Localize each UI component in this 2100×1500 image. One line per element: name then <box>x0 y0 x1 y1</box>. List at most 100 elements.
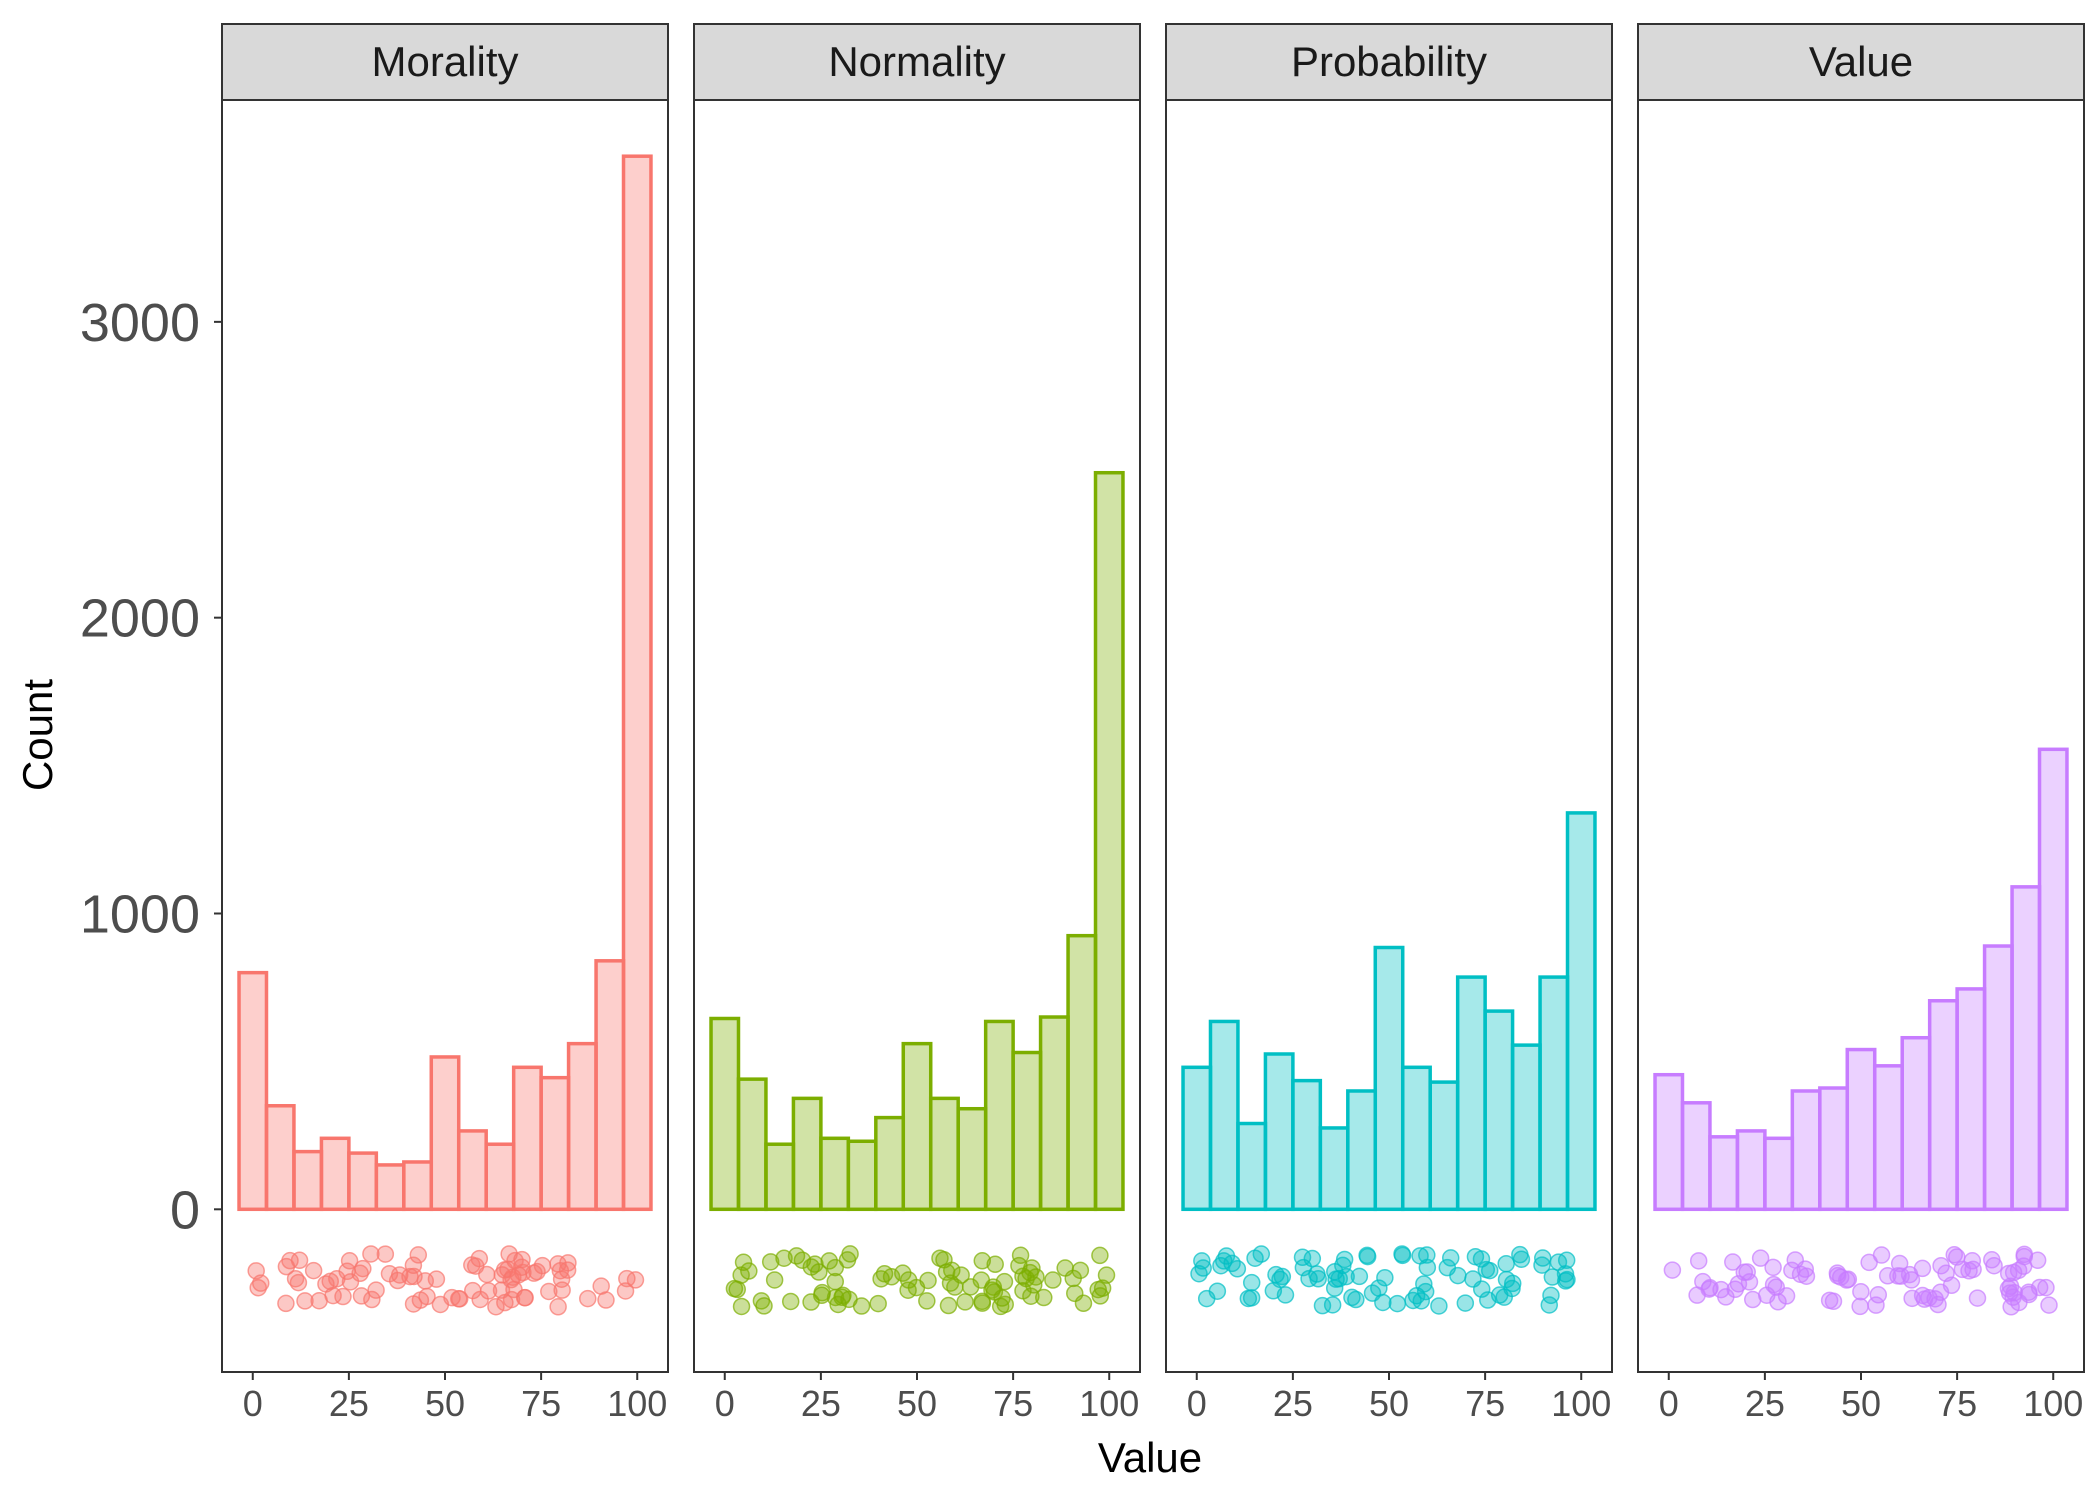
jitter-point <box>919 1271 937 1290</box>
histogram-bar <box>1708 1135 1740 1212</box>
histogram-bar <box>846 1139 878 1212</box>
jitter-point <box>1044 1271 1062 1289</box>
jitter-point <box>810 1263 828 1281</box>
jitter-point <box>1412 1292 1431 1310</box>
facet-strip <box>221 23 669 101</box>
jitter-point <box>1267 1265 1285 1284</box>
jitter-point <box>506 1251 524 1270</box>
jitter-point <box>869 1294 887 1313</box>
jitter-point <box>1701 1279 1719 1297</box>
jitter-point <box>1416 1282 1435 1301</box>
x-tick-label: 50 <box>897 1383 937 1424</box>
jitter-point <box>1363 1284 1382 1302</box>
jitter-point <box>340 1252 359 1270</box>
jitter-point <box>478 1265 496 1284</box>
jitter-point <box>579 1289 597 1308</box>
jitter-point <box>973 1294 992 1312</box>
jitter-point <box>1193 1252 1211 1270</box>
jitter-point <box>1093 1279 1112 1297</box>
jitter-point <box>1242 1273 1261 1292</box>
histogram-bar <box>1455 975 1487 1212</box>
jitter-point <box>1867 1296 1885 1314</box>
jitter-point <box>826 1288 845 1307</box>
jitter-point <box>1913 1259 1932 1278</box>
jitter-point <box>1860 1253 1878 1272</box>
jitter-point <box>1837 1271 1856 1289</box>
histogram-bar <box>1510 1043 1542 1212</box>
histogram-bar <box>1982 944 2014 1212</box>
jitter-point <box>1097 1266 1116 1284</box>
jitter-point <box>487 1297 505 1316</box>
x-tick-label: 75 <box>993 1383 1033 1424</box>
jitter-point <box>1495 1288 1513 1306</box>
histogram-bar <box>1038 1015 1070 1212</box>
histogram-bar <box>539 1075 571 1212</box>
facet-strip-label: Normality <box>828 38 1005 85</box>
jitter-point <box>1926 1290 1944 1308</box>
jitter-point <box>1892 1267 1910 1285</box>
panel-probability: Probability 0 25 50 75 100 <box>1165 23 1613 1424</box>
histogram-bar <box>1565 811 1597 1212</box>
jitter-point <box>1388 1294 1407 1313</box>
histogram-bar <box>1318 1126 1350 1212</box>
x-tick-label: 75 <box>521 1383 561 1424</box>
jitter-point <box>765 1271 784 1289</box>
jitter-points <box>1190 1245 1576 1315</box>
jitter-point <box>277 1294 295 1313</box>
jitter-point <box>504 1268 522 1286</box>
jitter-point <box>1983 1251 2001 1269</box>
jitter-point <box>418 1287 436 1306</box>
x-tick-label: 50 <box>1841 1383 1881 1424</box>
histogram-bar <box>2037 747 2069 1212</box>
jitter-point <box>1273 1267 1292 1286</box>
jitter-point <box>463 1256 481 1274</box>
jitter-point <box>533 1256 552 1275</box>
jitter-point <box>935 1251 953 1269</box>
x-tick-label: 25 <box>329 1383 369 1424</box>
jitter-point <box>820 1252 838 1270</box>
x-axis-title: Value <box>1098 1434 1202 1481</box>
jitter-point <box>1350 1267 1369 1286</box>
x-tick-label: 50 <box>425 1383 465 1424</box>
jitter-point <box>1441 1249 1460 1267</box>
histogram-bar <box>901 1041 933 1212</box>
facet-strip-label: Value <box>1809 38 1913 85</box>
histogram-bar <box>319 1136 351 1212</box>
jitter-point <box>1358 1246 1376 1265</box>
jitter-point <box>1242 1289 1261 1307</box>
y-tick-label: 0 <box>170 1180 200 1240</box>
jitter-point <box>1828 1264 1847 1282</box>
panel-normality: Normality 0 25 50 75 100 <box>693 23 1141 1424</box>
panel-border <box>693 99 1141 1373</box>
jitter-point <box>1035 1288 1053 1307</box>
jitter-point <box>1948 1248 1966 1266</box>
histogram-bar <box>621 154 653 1212</box>
jitter-point <box>2020 1285 2038 1304</box>
histogram-bar <box>1763 1136 1795 1212</box>
histogram-bar <box>1208 1019 1240 1212</box>
jitter-point <box>496 1293 514 1312</box>
jitter-point <box>941 1274 960 1292</box>
jitter-point <box>616 1282 635 1300</box>
histogram-bar <box>1872 1064 1904 1212</box>
jitter-point <box>826 1258 845 1277</box>
histogram-bar <box>264 1104 296 1212</box>
panel-value: Value 0 25 50 75 100 <box>1637 23 2085 1424</box>
jitter-point <box>973 1252 992 1270</box>
x-tick-label: 0 <box>715 1383 735 1424</box>
jitter-point <box>1751 1249 1770 1267</box>
x-tick-label: 0 <box>243 1383 263 1424</box>
jitter-point <box>553 1281 571 1299</box>
jitter-point <box>899 1281 917 1299</box>
histogram-bar <box>1927 999 1959 1212</box>
jitter-point <box>1212 1256 1230 1275</box>
histogram-bar <box>1181 1065 1213 1212</box>
histogram-bar <box>764 1142 796 1212</box>
jitter-point <box>1540 1296 1559 1314</box>
jitter-point <box>894 1264 912 1282</box>
jitter-point <box>443 1288 461 1307</box>
jitter-point <box>551 1261 570 1280</box>
jitter-point <box>812 1286 831 1305</box>
jitter-point <box>2005 1284 2023 1302</box>
